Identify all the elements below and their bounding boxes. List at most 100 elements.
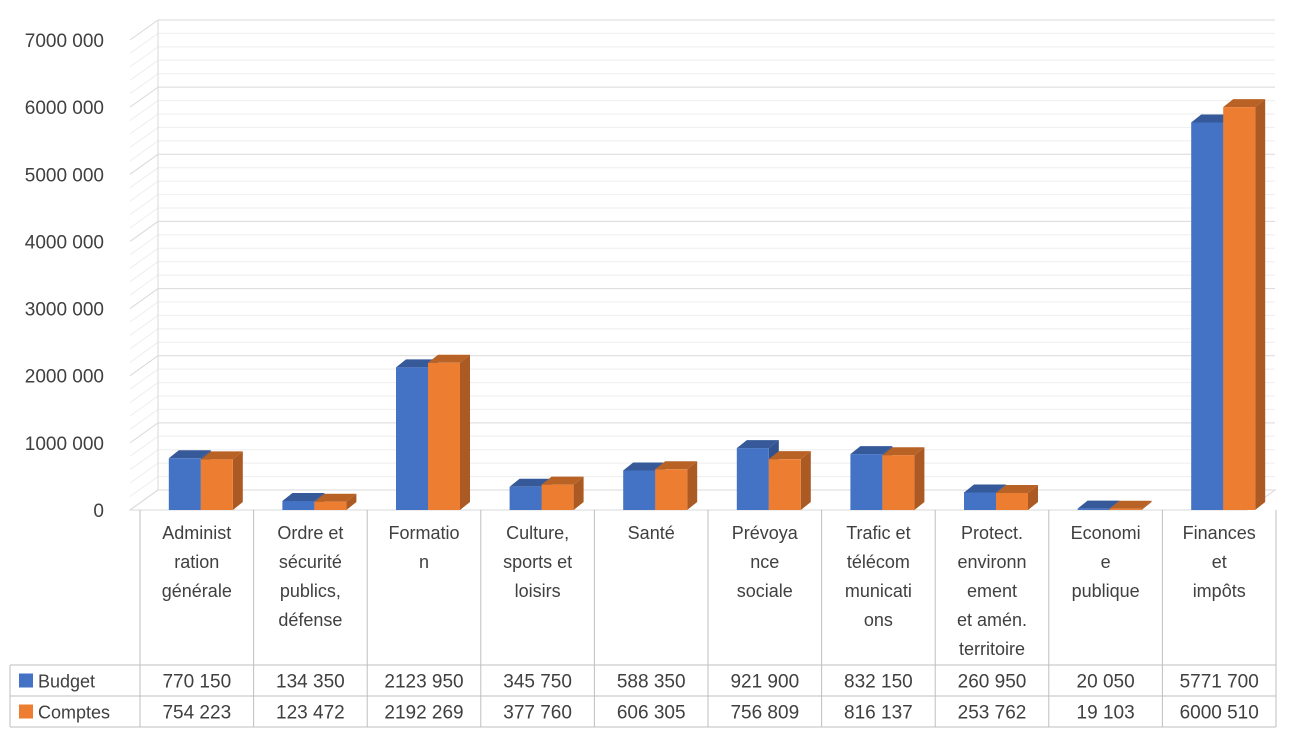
- bar-comptes: [882, 455, 915, 510]
- bar-top: [850, 446, 893, 455]
- bar-comptes: [428, 362, 460, 510]
- side-wall-line: [129, 301, 159, 323]
- bar-top: [541, 476, 584, 485]
- bar-side: [1255, 99, 1266, 510]
- side-wall-line: [129, 409, 159, 430]
- bar-top: [200, 451, 243, 460]
- bar-budget: [1077, 508, 1110, 510]
- legend-label: Budget: [38, 672, 95, 692]
- side-wall-line: [129, 449, 159, 471]
- side-wall-line: [129, 315, 159, 336]
- bar-top: [736, 440, 779, 449]
- category-label: sports et: [503, 552, 572, 572]
- data-table-value: 19 103: [1077, 703, 1135, 724]
- data-table-value: 123 472: [276, 703, 345, 724]
- data-table-value: 2192 269: [384, 703, 463, 724]
- data-table-value: 5771 700: [1180, 672, 1259, 693]
- side-wall-line: [129, 341, 159, 363]
- data-table-value: 816 137: [844, 703, 913, 724]
- bar-top: [882, 447, 925, 456]
- category-label: et: [1212, 552, 1227, 572]
- data-table-value: 377 760: [503, 703, 572, 724]
- side-wall-line: [129, 59, 159, 81]
- bar-side: [914, 447, 925, 510]
- bar-top: [509, 478, 552, 487]
- bar-top: [1077, 500, 1120, 509]
- data-table-value: 770 150: [162, 672, 231, 693]
- side-wall-line: [129, 382, 159, 403]
- category-label: Ordre et: [277, 523, 343, 543]
- category-label: ement: [967, 581, 1017, 601]
- side-wall-line: [129, 100, 159, 121]
- bar-budget: [282, 500, 315, 510]
- y-tick-label: 3000 000: [25, 300, 104, 321]
- legend-key-budget: [19, 673, 33, 688]
- bar-top: [996, 484, 1038, 493]
- bar-top: [396, 359, 438, 368]
- category-label: générale: [162, 581, 232, 601]
- bar-comptes: [768, 459, 801, 510]
- category-label: impôts: [1193, 581, 1246, 601]
- category-label: Administ: [162, 523, 231, 543]
- data-table-value: 253 762: [958, 703, 1027, 724]
- bar-budget: [1191, 122, 1224, 511]
- data-table-value: 260 950: [958, 672, 1027, 693]
- bar-side: [1028, 484, 1038, 510]
- bar-top: [1223, 99, 1266, 108]
- data-table-value: 134 350: [276, 672, 345, 693]
- bar-comptes: [655, 469, 688, 510]
- side-wall-line: [129, 261, 159, 283]
- data-table-value: 832 150: [844, 672, 913, 693]
- side-wall-line: [129, 46, 159, 68]
- side-wall-line: [129, 247, 159, 269]
- data-table-value: 20 050: [1077, 672, 1135, 693]
- side-wall-line: [129, 435, 159, 457]
- bar-side: [232, 451, 243, 510]
- side-wall-line: [129, 113, 159, 135]
- side-wall-line: [129, 328, 159, 350]
- side-wall-line: [129, 234, 159, 256]
- data-table-value: 606 305: [617, 703, 686, 724]
- bar-top: [282, 492, 325, 501]
- category-label: publics,: [280, 581, 341, 601]
- data-table-value: 754 223: [162, 703, 231, 724]
- y-tick-label: 2000 000: [25, 367, 104, 388]
- bar-top: [964, 484, 1006, 493]
- side-wall-line: [129, 86, 159, 108]
- legend-key-comptes: [19, 704, 33, 719]
- bar-budget: [964, 492, 996, 510]
- legend-label: Comptes: [38, 703, 110, 723]
- category-label: Finances: [1183, 523, 1256, 543]
- side-wall-line: [129, 33, 159, 54]
- bar-side: [346, 493, 357, 510]
- category-label: sociale: [737, 581, 793, 601]
- y-tick-label: 1000 000: [25, 434, 104, 455]
- category-label: Prévoya: [732, 523, 799, 543]
- data-table-value: 756 809: [730, 703, 799, 724]
- category-label: territoire: [959, 639, 1025, 659]
- data-table-value: 2123 950: [384, 672, 463, 693]
- bar-side: [460, 354, 470, 510]
- bar-top: [168, 450, 211, 459]
- bar-top: [1109, 500, 1152, 509]
- category-label: défense: [278, 610, 342, 630]
- category-label: sécurité: [279, 552, 342, 572]
- category-label: Formatio: [388, 523, 459, 543]
- bar-top: [428, 354, 470, 363]
- bar-budget: [509, 486, 542, 510]
- bar-top: [623, 462, 666, 471]
- bar-comptes: [314, 501, 347, 510]
- category-label: municati: [845, 581, 912, 601]
- category-label: nce: [750, 552, 779, 572]
- bar-budget: [396, 367, 428, 510]
- bar-comptes: [541, 484, 574, 510]
- bar-budget: [623, 470, 656, 510]
- data-table-value: 345 750: [503, 672, 572, 693]
- side-wall-line: [129, 207, 159, 229]
- bar-budget: [736, 448, 769, 510]
- data-table-value: 6000 510: [1180, 703, 1259, 724]
- side-wall-line: [129, 140, 159, 162]
- bar-top: [655, 461, 698, 470]
- bar-side: [1141, 500, 1152, 510]
